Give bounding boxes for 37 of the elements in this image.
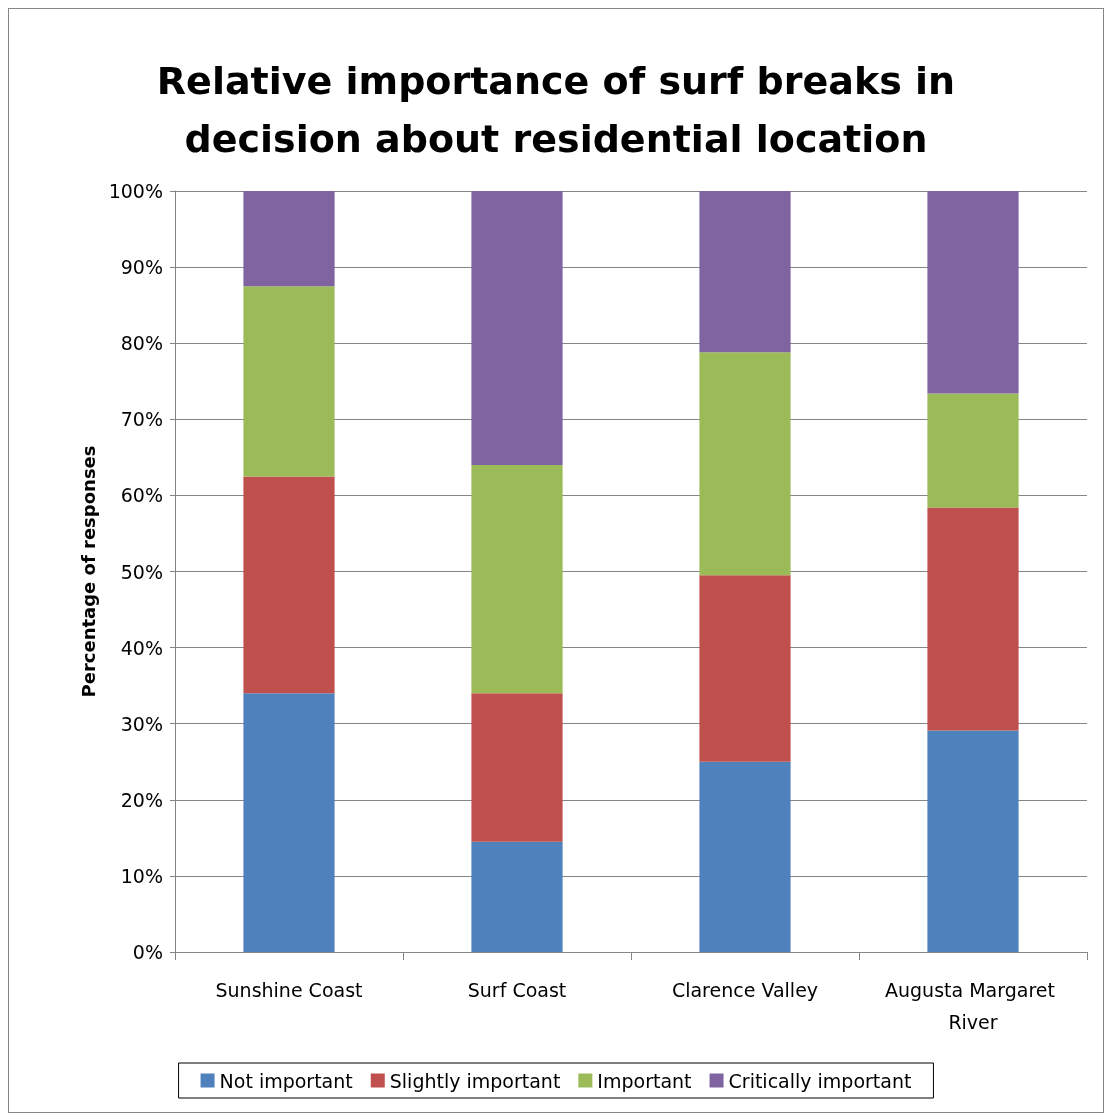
x-tick-label: Sunshine Coast bbox=[215, 979, 363, 1001]
y-tick-label: 60% bbox=[120, 484, 163, 507]
bar bbox=[699, 575, 791, 762]
bar bbox=[699, 352, 791, 576]
bar bbox=[471, 191, 563, 465]
y-tick-label: 40% bbox=[120, 636, 163, 659]
bar bbox=[927, 191, 1019, 394]
bar bbox=[243, 476, 335, 694]
x-tick-label: Clarence Valley bbox=[671, 979, 819, 1001]
bar bbox=[243, 693, 335, 952]
y-tick-label: 90% bbox=[120, 256, 163, 279]
bar bbox=[471, 693, 563, 842]
legend-label: Slightly important bbox=[389, 1069, 561, 1092]
bar bbox=[699, 191, 791, 353]
bar bbox=[927, 507, 1019, 731]
chart-title: Relative importance of surf breaks in decision about residential location bbox=[156, 59, 956, 161]
y-tick-label: 100% bbox=[108, 180, 163, 202]
legend-label: Critically important bbox=[728, 1069, 912, 1092]
bar bbox=[699, 761, 791, 952]
bar bbox=[243, 191, 335, 287]
y-axis-title: Percentage of responses bbox=[77, 445, 99, 698]
legend-label: Not important bbox=[219, 1069, 353, 1092]
y-tick-label: 20% bbox=[120, 788, 163, 811]
y-tick-label: 30% bbox=[120, 712, 163, 735]
legend-label: Important bbox=[597, 1069, 692, 1092]
bar bbox=[927, 730, 1019, 952]
y-tick-label: 80% bbox=[120, 332, 163, 355]
bar bbox=[927, 393, 1019, 508]
x-tick-label: Surf Coast bbox=[467, 979, 567, 1001]
y-tick-label: 70% bbox=[120, 408, 163, 431]
y-tick-label: 0% bbox=[132, 941, 163, 963]
y-tick-label: 10% bbox=[120, 864, 163, 887]
y-tick-label: 50% bbox=[120, 560, 163, 583]
bar bbox=[471, 841, 563, 952]
bar bbox=[471, 464, 563, 694]
bar bbox=[243, 286, 335, 477]
x-tick-label: Augusta Margaret River bbox=[885, 979, 1061, 1033]
